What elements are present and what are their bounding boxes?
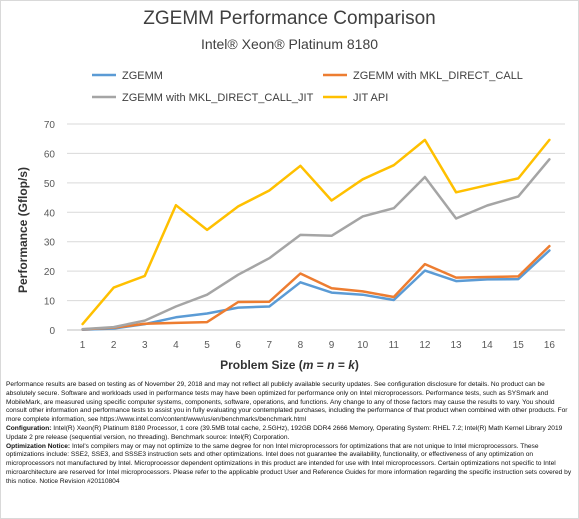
x-tick-label: 15 [513, 340, 525, 351]
x-axis-label-part: ) [354, 358, 359, 372]
x-tick-label: 13 [451, 340, 463, 351]
x-tick-label: 2 [111, 340, 117, 351]
x-axis-label-part: Problem Size ( [220, 358, 303, 372]
x-axis-label-var-n: n [327, 358, 335, 372]
x-tick-label: 4 [173, 340, 179, 351]
x-axis-label: Problem Size (m = n = k) [0, 358, 579, 372]
chart-title: ZGEMM Performance Comparison [143, 8, 436, 29]
optimization-notice-text: Intel's compilers may or may not optimiz… [6, 442, 572, 485]
legend-label: ZGEMM with MKL_DIRECT_CALL_JIT [122, 92, 314, 104]
series-line-2 [81, 244, 551, 331]
series-line-1 [81, 249, 551, 331]
x-tick-label: 8 [298, 340, 304, 351]
configuration-label: Configuration: [6, 424, 52, 432]
legend-label: ZGEMM with MKL_DIRECT_CALL [353, 70, 523, 82]
y-tick-label: 40 [44, 208, 56, 219]
x-tick-label: 16 [544, 340, 556, 351]
x-tick-label: 3 [142, 340, 148, 351]
x-axis-label-part: = [313, 358, 328, 372]
configuration-note: Configuration: Intel(R) Xeon(R) Platinum… [6, 425, 574, 443]
x-tick-label: 1 [80, 340, 86, 351]
x-tick-label: 11 [389, 340, 400, 351]
series-line-4 [81, 138, 551, 326]
x-tick-label: 9 [329, 340, 335, 351]
x-tick-label: 6 [235, 340, 241, 351]
y-tick-label: 30 [44, 238, 56, 249]
x-tick-label: 7 [267, 340, 273, 351]
legend-label: ZGEMM [122, 70, 163, 82]
optimization-notice-label: Optimization Notice: [6, 442, 71, 450]
y-tick-label: 0 [49, 326, 55, 337]
disclaimer-footnote: Performance results are based on testing… [6, 381, 574, 487]
y-axis-label: Performance (Gflop/s) [16, 166, 30, 294]
x-tick-label: 14 [482, 340, 494, 351]
legend-label: JIT API [353, 92, 388, 104]
x-tick-label: 10 [357, 340, 369, 351]
optimization-notice: Optimization Notice: Intel's compilers m… [6, 443, 574, 487]
x-tick-label: 12 [419, 340, 431, 351]
x-axis-label-var-m: m [302, 358, 314, 372]
y-tick-label: 50 [44, 179, 56, 190]
x-axis-label-part: = [334, 358, 349, 372]
y-tick-label: 70 [44, 120, 56, 131]
y-tick-label: 10 [44, 297, 56, 308]
chart-subtitle: Intel® Xeon® Platinum 8180 [200, 36, 379, 52]
x-tick-label: 5 [204, 340, 210, 351]
y-tick-label: 20 [44, 267, 56, 278]
y-tick-label: 60 [44, 149, 56, 160]
series-line-3 [81, 158, 551, 331]
configuration-text: Intel(R) Xeon(R) Platinum 8180 Processor… [6, 424, 563, 441]
x-axis-label-var-k: k [348, 358, 355, 372]
performance-disclaimer: Performance results are based on testing… [6, 381, 568, 424]
